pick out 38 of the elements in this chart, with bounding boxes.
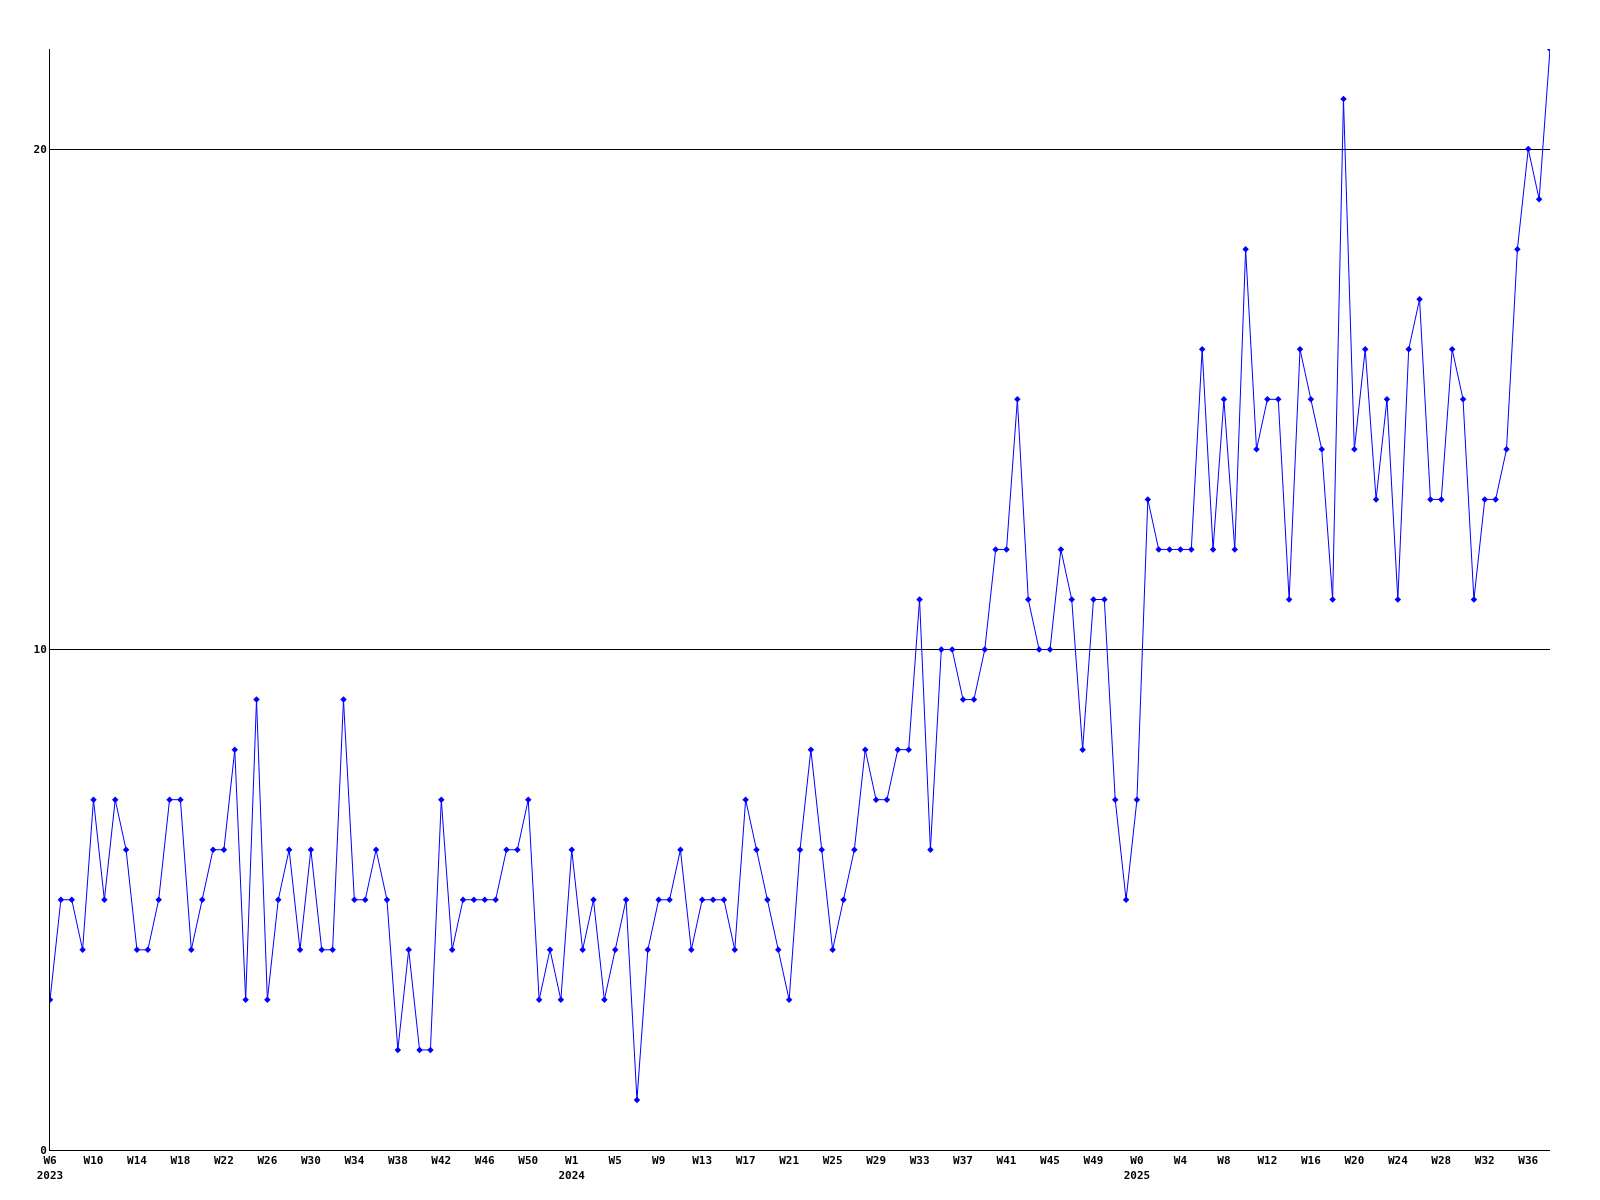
x-tick-label: W4 xyxy=(1173,1154,1188,1168)
x-tick-label: W12 xyxy=(1257,1154,1278,1168)
x-tick-label: W16 xyxy=(1300,1154,1322,1168)
x-tick-label: W33 xyxy=(909,1154,930,1168)
x-tick-label: W13 xyxy=(692,1154,713,1168)
x-tick-label: W18 xyxy=(170,1154,191,1168)
x-tick-label: W21 xyxy=(779,1154,800,1168)
x-tick-label: W29 xyxy=(866,1154,887,1168)
x-tick-label: W38 xyxy=(387,1154,408,1168)
x-tick-label: W37 xyxy=(953,1154,973,1168)
x-tick-label: W8 xyxy=(1217,1154,1231,1168)
x-tick-label: W0 2025 xyxy=(1123,1154,1151,1182)
x-tick-label: W41 xyxy=(996,1154,1017,1168)
x-tick-label: W49 xyxy=(1083,1154,1104,1168)
x-tick-label: W6 2023 xyxy=(36,1154,64,1182)
x-tick-label: W34 xyxy=(344,1154,365,1168)
x-tick-label: W46 xyxy=(474,1154,496,1168)
x-tick-label: W50 xyxy=(518,1154,539,1168)
y-tick-label: 0 xyxy=(40,1143,47,1157)
x-tick-label: W25 xyxy=(822,1154,843,1168)
x-tick-label: W5 xyxy=(608,1154,622,1168)
x-tick-label: W30 xyxy=(300,1154,321,1168)
x-tick-label: W26 xyxy=(257,1154,278,1168)
x-tick-label: W32 xyxy=(1474,1154,1495,1168)
y-tick-label: 10 xyxy=(33,643,47,657)
x-tick-label: W36 xyxy=(1518,1154,1539,1168)
x-tick-label: W17 xyxy=(735,1154,756,1168)
x-tick-label: W9 xyxy=(652,1154,666,1168)
x-tick-label: W14 xyxy=(127,1154,148,1168)
x-tick-label: W42 xyxy=(431,1154,452,1168)
x-tick-label: W22 xyxy=(213,1154,234,1168)
x-tick-label: W45 xyxy=(1040,1154,1060,1168)
y-tick-label: 20 xyxy=(33,142,47,156)
x-tick-label: W28 xyxy=(1431,1154,1452,1168)
x-tick-label: W20 xyxy=(1344,1154,1365,1168)
x-tick-label: W10 xyxy=(83,1154,104,1168)
x-tick-label: W24 xyxy=(1387,1154,1409,1168)
x-tick-label: W1 2024 xyxy=(558,1154,586,1182)
